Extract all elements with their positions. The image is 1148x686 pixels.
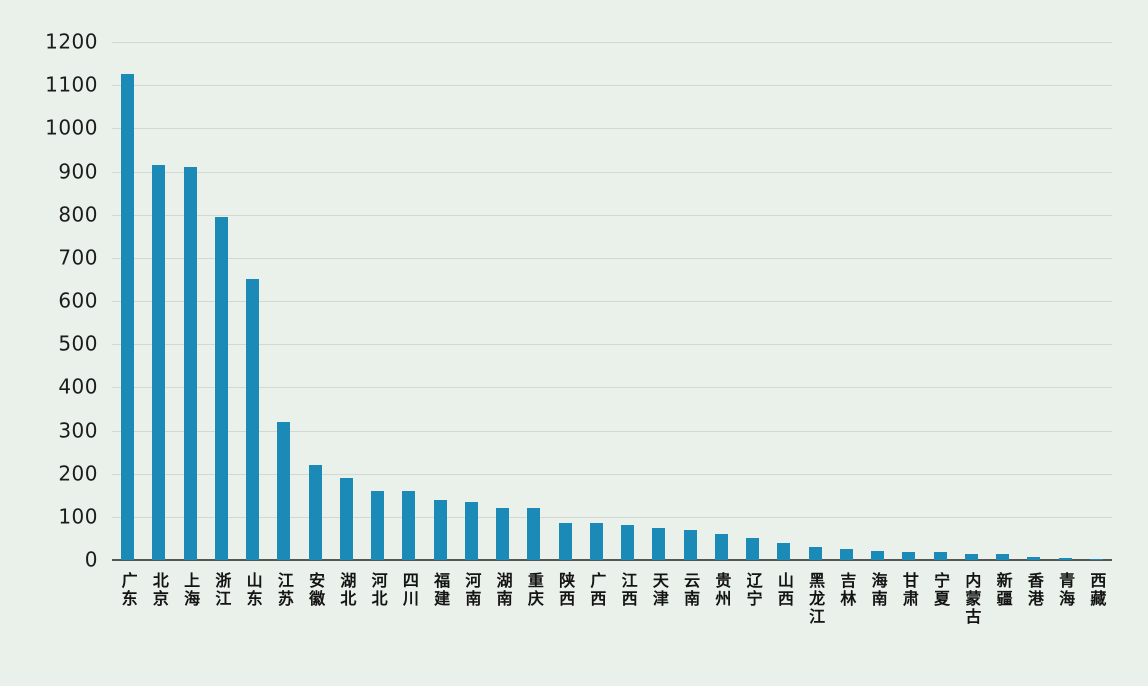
y-tick-label: 1100: [45, 72, 98, 97]
x-tick-label: 安徽: [306, 572, 326, 608]
x-tick-label: 福建: [431, 572, 451, 608]
y-tick-label: 600: [58, 288, 98, 313]
y-tick-label: 1200: [45, 29, 98, 54]
x-tick-label: 内蒙古: [962, 572, 982, 626]
y-tick-label: 800: [58, 202, 98, 227]
x-tick-label: 辽宁: [743, 572, 763, 608]
plot-area: [112, 42, 1112, 561]
gridline: [112, 344, 1112, 346]
x-tick-label: 西藏: [1087, 572, 1107, 608]
bar: [683, 529, 697, 560]
x-tick-label: 上海: [181, 572, 201, 608]
x-tick-label: 陕西: [556, 572, 576, 608]
x-tick-label: 湖北: [337, 572, 357, 608]
x-tick-label: 广西: [587, 572, 607, 608]
bar: [527, 508, 541, 560]
bar: [464, 501, 478, 560]
bar: [152, 165, 166, 560]
bar: [339, 477, 353, 560]
bar: [246, 279, 260, 560]
gridline: [112, 301, 1112, 302]
x-axis-line: [112, 559, 1112, 561]
y-tick-label: 300: [58, 418, 98, 443]
bar: [496, 508, 510, 560]
bar: [1058, 558, 1072, 560]
x-tick-label: 河南: [462, 572, 482, 608]
bar: [214, 216, 228, 560]
y-tick-label: 1000: [45, 115, 98, 140]
bar: [558, 523, 572, 560]
x-tick-label: 广东: [118, 572, 138, 608]
bar: [996, 553, 1010, 560]
bar: [808, 547, 822, 560]
x-tick-label: 宁夏: [931, 572, 951, 608]
x-tick-label: 浙江: [212, 572, 232, 608]
gridline: [112, 257, 1112, 259]
y-tick-label: 700: [58, 245, 98, 270]
x-tick-label: 青海: [1056, 572, 1076, 608]
x-tick-label: 云南: [681, 572, 701, 608]
bar: [871, 551, 885, 560]
bar: [277, 421, 291, 560]
x-tick-label: 吉林: [837, 572, 857, 608]
bar: [183, 167, 197, 560]
y-tick-label: 100: [58, 504, 98, 529]
bar: [777, 542, 791, 560]
gridline: [112, 516, 1112, 518]
gridline: [112, 214, 1112, 216]
x-tick-label: 湖南: [493, 572, 513, 608]
y-tick-label: 0: [84, 547, 98, 572]
bar: [433, 499, 447, 560]
y-tick-label: 900: [58, 159, 98, 184]
bar: [902, 552, 916, 560]
bar: [371, 490, 385, 560]
bar: [746, 537, 760, 560]
y-tick-label: 200: [58, 461, 98, 486]
gridline: [112, 42, 1112, 43]
x-tick-label: 山西: [774, 572, 794, 608]
y-tick-label: 500: [58, 331, 98, 356]
x-tick-label: 贵州: [712, 572, 732, 608]
x-tick-label: 江西: [618, 572, 638, 608]
x-tick-label: 四川: [399, 572, 419, 608]
bar: [621, 525, 635, 560]
bar: [308, 465, 322, 560]
x-tick-label: 山东: [243, 572, 263, 608]
bar: [121, 74, 135, 560]
x-tick-label: 新疆: [993, 572, 1013, 608]
gridline: [112, 387, 1112, 389]
bar: [589, 523, 603, 560]
bar: [964, 554, 978, 560]
gridline: [112, 85, 1112, 87]
gridline: [112, 128, 1112, 130]
gridline: [112, 171, 1112, 173]
bar: [714, 534, 728, 560]
bar: [839, 549, 853, 560]
x-tick-label: 香港: [1024, 572, 1044, 608]
x-tick-label: 海南: [868, 572, 888, 608]
y-tick-label: 400: [58, 374, 98, 399]
x-tick-label: 重庆: [524, 572, 544, 608]
x-tick-label: 北京: [149, 572, 169, 608]
bar: [652, 527, 666, 560]
bar: [1089, 559, 1103, 560]
bar: [1027, 557, 1041, 560]
x-tick-label: 天津: [649, 572, 669, 608]
x-tick-label: 甘肃: [899, 572, 919, 608]
bar: [402, 490, 416, 560]
x-tick-label: 河北: [368, 572, 388, 608]
x-tick-label: 黑龙江: [806, 572, 826, 626]
x-tick-label: 江苏: [274, 572, 294, 608]
gridline: [112, 430, 1112, 432]
gridline: [112, 473, 1112, 475]
bar: [933, 552, 947, 560]
